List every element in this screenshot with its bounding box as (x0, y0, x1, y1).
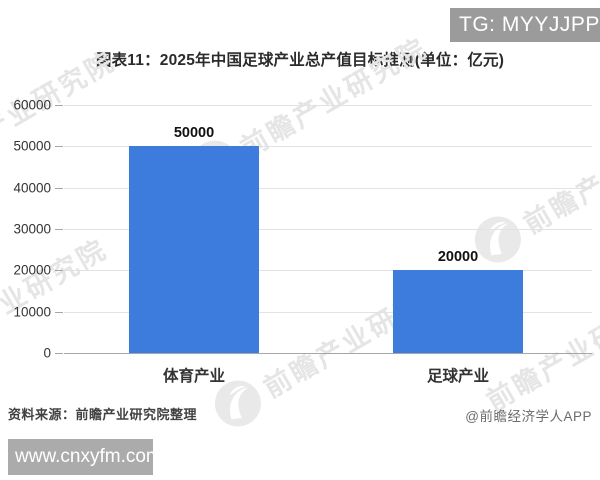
bar-value-label: 50000 (173, 125, 215, 142)
y-tick-mark (55, 146, 63, 148)
credit-note: @前瞻经济学人APP (465, 409, 592, 424)
y-tick-label: 60000 (13, 97, 51, 113)
gridline (64, 187, 592, 189)
bar-value-label: 20000 (437, 249, 479, 266)
y-tick-label: 40000 (13, 180, 51, 196)
x-category-label: 体育产业 (162, 368, 226, 385)
y-tick-mark (55, 105, 63, 106)
y-tick-mark (55, 229, 63, 230)
gridline (64, 270, 592, 272)
x-category-label: 足球产业 (426, 368, 490, 385)
gridline (64, 105, 592, 106)
gridline (64, 311, 592, 313)
y-tick-mark (55, 187, 63, 189)
y-tick-label: 20000 (13, 262, 51, 278)
site-watermark-badge: www.cnxyfm.com (8, 439, 162, 475)
x-axis-line (64, 353, 592, 354)
y-tick-label: 30000 (13, 221, 51, 237)
gridline (64, 146, 592, 148)
source-note: 资料来源：前瞻产业研究院整理 (8, 407, 198, 422)
chart-title: 图表11：2025年中国足球产业总产值目标推测(单位：亿元) (95, 52, 505, 69)
bar-体育产业 (129, 146, 259, 353)
bar-足球产业 (393, 270, 523, 353)
gridline (64, 229, 592, 230)
site-watermark-label: www.cnxyfm.com (15, 446, 162, 467)
tg-watermark-badge: TG: MYYJJPP (450, 8, 600, 42)
y-tick-mark (55, 311, 63, 313)
y-tick-label: 0 (43, 345, 51, 361)
y-tick-label: 50000 (13, 138, 51, 154)
y-tick-label: 10000 (13, 304, 51, 320)
y-tick-mark (55, 353, 63, 354)
y-tick-mark (55, 270, 63, 272)
tg-watermark-label: TG: MYYJJPP (459, 13, 600, 36)
